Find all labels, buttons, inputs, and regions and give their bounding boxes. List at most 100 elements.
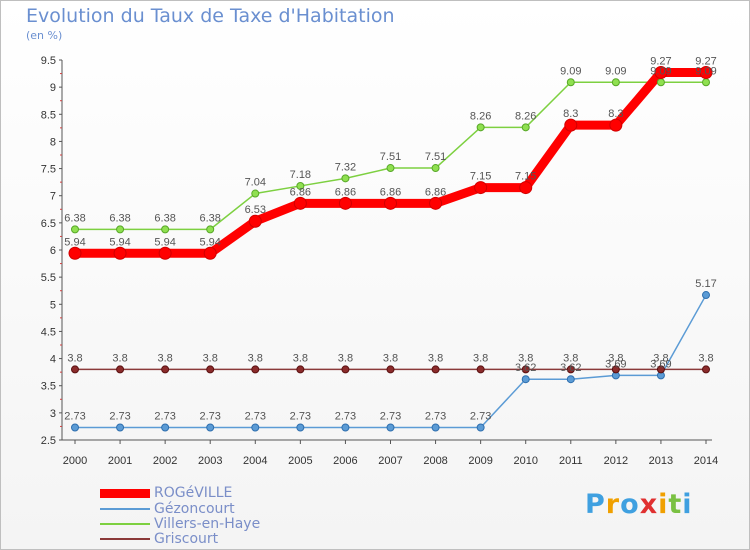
- data-point: [71, 225, 79, 234]
- y-tick-label: 3.5: [41, 381, 56, 393]
- data-label: 3.62: [515, 362, 536, 374]
- data-point: [158, 246, 172, 260]
- data-label: 2.73: [154, 411, 175, 423]
- data-label: 3.8: [518, 352, 533, 364]
- x-tick-label: 2010: [513, 455, 537, 467]
- legend-label: Griscourt: [154, 531, 219, 547]
- data-point: [341, 365, 350, 374]
- logo-letter: o: [620, 489, 640, 520]
- data-point: [296, 181, 305, 190]
- data-label: 6.53: [245, 204, 266, 216]
- data-label: 3.8: [473, 352, 488, 364]
- data-point: [251, 423, 260, 432]
- data-point: [611, 365, 620, 374]
- data-label: 6.86: [425, 186, 446, 198]
- data-point: [702, 291, 710, 300]
- data-point: [476, 123, 485, 132]
- data-label: 6.86: [335, 186, 356, 198]
- data-point: [521, 375, 530, 384]
- data-label: 8.3: [608, 108, 623, 120]
- data-label: 3.8: [383, 352, 398, 364]
- data-label: 2.73: [109, 411, 130, 423]
- data-point: [251, 189, 260, 198]
- data-point: [161, 423, 170, 432]
- legend-item: ROGéVILLE: [100, 485, 232, 501]
- data-label: 8.26: [470, 110, 491, 122]
- data-point: [206, 365, 215, 374]
- data-label: 2.73: [425, 411, 446, 423]
- data-point: [656, 365, 665, 374]
- legend-swatch: [100, 508, 150, 510]
- data-label: 7.18: [290, 169, 311, 181]
- data-label: 3.62: [560, 362, 581, 374]
- data-point: [341, 174, 350, 183]
- data-point: [702, 78, 710, 87]
- data-label: 5.94: [109, 236, 130, 248]
- data-point: [161, 365, 170, 374]
- data-point: [206, 225, 215, 234]
- data-point: [476, 365, 485, 374]
- data-point: [71, 365, 79, 374]
- legend-swatch: [100, 538, 150, 540]
- logo-letter: P: [585, 489, 606, 520]
- data-label: 6.86: [380, 186, 401, 198]
- data-point: [429, 196, 443, 210]
- y-tick-label: 2.5: [41, 435, 56, 447]
- data-label: 8.26: [515, 110, 536, 122]
- y-tick-label: 9: [50, 82, 56, 94]
- x-tick-label: 2013: [649, 455, 673, 467]
- logo-letter: i: [658, 489, 669, 520]
- y-tick-label: 4.5: [41, 326, 56, 338]
- data-point: [519, 181, 533, 195]
- y-tick-label: 6.5: [41, 218, 56, 230]
- data-point: [384, 196, 397, 210]
- data-label: 9.09: [650, 65, 671, 77]
- data-label: 6.38: [200, 212, 221, 224]
- data-point: [116, 423, 125, 432]
- data-label: 5.94: [64, 236, 85, 248]
- x-tick-label: 2007: [378, 455, 402, 467]
- data-point: [338, 196, 352, 210]
- data-label: 9.27: [695, 55, 716, 67]
- data-point: [699, 65, 713, 79]
- data-point: [654, 65, 668, 79]
- data-label: 6.38: [64, 212, 85, 224]
- data-label: 8.3: [563, 108, 578, 120]
- data-label: 2.73: [470, 411, 491, 423]
- unit-label: (en %): [26, 29, 63, 42]
- y-tick-label: 6: [50, 245, 56, 257]
- data-label: 3.8: [698, 352, 713, 364]
- data-label: 3.8: [428, 352, 443, 364]
- data-label: 5.17: [695, 278, 716, 290]
- data-label: 6.38: [154, 212, 175, 224]
- x-tick-label: 2008: [423, 455, 447, 467]
- data-point: [656, 78, 665, 87]
- logo-letter: i: [682, 489, 693, 520]
- data-point: [521, 123, 530, 132]
- data-label: 9.09: [560, 65, 581, 77]
- data-point: [113, 246, 127, 260]
- legend-swatch: [100, 523, 150, 525]
- data-label: 3.8: [563, 352, 578, 364]
- chart-title: Evolution du Taux de Taxe d'Habitation: [26, 5, 395, 27]
- y-tick-label: 3: [50, 408, 56, 420]
- legend-item: Griscourt: [100, 531, 219, 547]
- data-label: 2.73: [200, 411, 221, 423]
- data-point: [116, 225, 125, 234]
- x-tick-label: 2012: [604, 455, 628, 467]
- data-label: 7.15: [470, 171, 491, 183]
- data-label: 7.51: [380, 151, 401, 163]
- legend-item: Gézoncourt: [100, 501, 235, 517]
- data-point: [702, 365, 710, 374]
- data-point: [431, 365, 440, 374]
- data-label: 7.15: [515, 171, 536, 183]
- data-point: [564, 118, 578, 132]
- y-tick-label: 9.5: [41, 55, 56, 67]
- data-point: [251, 365, 260, 374]
- data-point: [206, 423, 215, 432]
- data-point: [566, 365, 575, 374]
- logo-letter: r: [605, 489, 621, 520]
- data-point: [611, 78, 620, 87]
- data-point: [609, 118, 623, 132]
